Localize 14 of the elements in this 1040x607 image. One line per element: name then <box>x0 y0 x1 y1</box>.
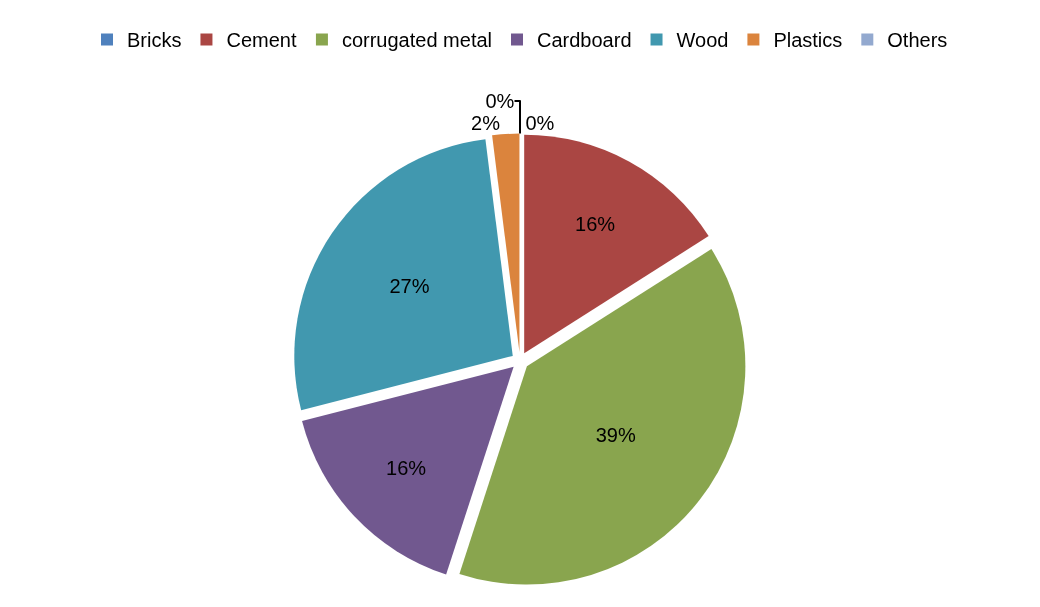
legend-label: Others <box>887 29 948 52</box>
legend-label: corrugated metal <box>341 29 492 52</box>
legend-label: Bricks <box>127 29 182 52</box>
legend-label: Plastics <box>773 29 843 52</box>
data-label: 27% <box>389 274 430 297</box>
legend-label: Cardboard <box>537 29 632 52</box>
text: 0% <box>485 90 515 113</box>
data-label: 16% <box>575 212 616 235</box>
text: 0% <box>525 111 555 134</box>
data-label: 2% <box>471 112 501 135</box>
legend-label: Cement <box>226 29 297 52</box>
data-label: 16% <box>386 456 427 479</box>
legend-label: Wood <box>676 29 729 52</box>
data-label: 39% <box>595 424 636 447</box>
